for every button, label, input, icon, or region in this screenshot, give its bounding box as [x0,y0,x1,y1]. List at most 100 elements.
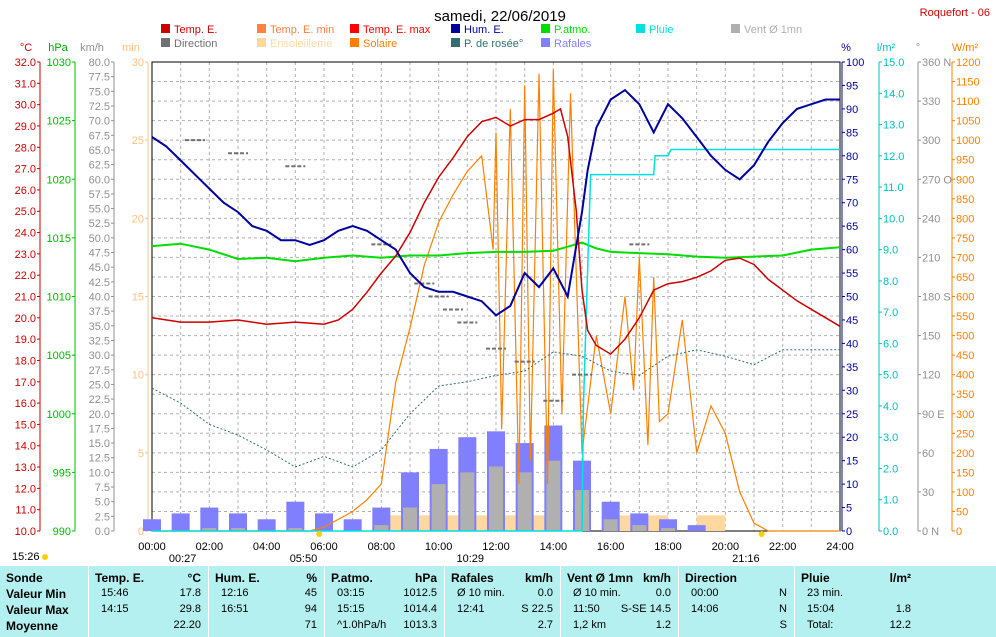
wind-axis-tick-label: 57.5 [89,189,110,201]
legend-label: Temp. E. min [270,24,334,36]
rain-axis-tick-label: 9.0 [883,245,898,257]
column-unit: % [306,571,317,585]
temp-axis-tick-label: 10.0 [15,526,36,538]
wind-axis-tick-label: 7.5 [95,482,110,494]
summary-table: Sonde Valeur Min Valeur Max Moyenne Temp. E.… [0,566,996,637]
humidity-axis-tick-label: 50 [846,292,858,304]
max-time: 11:50 [573,603,600,615]
max-value: 1.8 [895,603,911,615]
temp-axis-tick-label: 15.0 [15,419,36,431]
temp-axis-tick-label: 32.0 [15,57,36,69]
wind-bar [546,460,561,531]
sunset-time: 21:16 [732,553,760,565]
legend-label: Solaire [363,38,397,50]
wind-axis-tick-label: 30.0 [89,350,110,362]
rain-axis-tick-label: 1.0 [883,495,898,507]
wind-bar [489,466,503,531]
sunshine-axis-tick-label: 15 [132,292,144,304]
wind-bar [431,484,446,531]
temp-axis-tick-label: 31.0 [15,78,36,90]
direction-axis-tick-label: 240 [922,213,940,225]
axes: 32.0 31.0 30.0 29.0 28.0 27.0 26.0 25.0 24.0 23.0… [15,57,981,553]
wind-axis-tick-label: 70.0 [89,116,110,128]
temp-line [151,107,841,356]
max-time: 14:15 [101,603,129,615]
pressure-axis-tick-label: 995 [53,467,71,479]
rain-axis-tick-label: 11.0 [883,182,904,194]
wind-axis-tick-label: 25.0 [89,379,110,391]
column-unit: l/m² [889,571,911,585]
legend-swatch [257,24,266,33]
solar-line [152,69,840,532]
station-name: Roquefort - 06 [920,7,990,19]
humidity-axis-tick-label: 20 [846,432,858,444]
time-tick-label: 08:00 [368,541,396,553]
table-column: Vent Ø 1mn km/h Ø 10 min. 0.0 11:50 S-SE 14.5… [560,566,677,637]
direction-axis-tick-label: 60 [922,448,934,460]
time-tick-label: 04:00 [253,541,281,553]
wind-axis-tick-label: 5.0 [95,497,110,509]
column-title: Temp. E. [95,571,145,585]
rain-axis-tick-label: 15.0 [883,57,904,69]
sunrise-time: 05:50 [290,553,318,565]
temp-axis-tick-label: 19.0 [15,334,36,346]
solar-axis-tick-label: 100 [956,487,974,499]
solar-axis-tick-label: 50 [956,506,968,518]
column-title: P.atmo. [331,571,373,585]
sun-marker [758,531,765,537]
max-value: S 22.5 [521,603,553,615]
column-title: Rafales [451,571,494,585]
avg-value: 1013.3 [403,619,437,631]
legend-label: Rafales [554,38,592,50]
max-value: N [779,603,787,615]
gust-bar [343,519,362,531]
avg-value: 2.7 [537,619,553,631]
temp-axis-tick-label: 16.0 [15,398,36,410]
time-tick-label: 18:00 [654,541,682,553]
min-time: 23 min. [807,587,844,599]
temp-axis-tick-label: 12.0 [15,483,36,495]
wind-axis-tick-label: 22.5 [89,394,110,406]
legend-label: Direction [174,38,217,50]
rain-axis-tick-label: 4.0 [883,401,898,413]
solar-axis-tick-label: 200 [956,448,974,460]
temp-min-time: 15:26 [12,551,40,563]
sun-marker [42,554,48,560]
wind-axis-tick-label: 12.5 [89,453,110,465]
column-unit: hPa [414,571,437,585]
wind-axis-tick-label: 65.0 [89,145,110,157]
column-title: Direction [685,571,738,585]
wind-axis-tick-label: 80.0 [89,57,110,69]
table-column: Pluie l/m² 23 min. 15:04 1.8 Total: 12.2 [794,566,917,637]
direction-axis-tick-label: 300 [922,135,940,147]
min-value: 17.8 [179,587,201,599]
wind-axis-tick-label: 75.0 [89,86,110,98]
gust-bar [257,519,276,531]
table-column: Hum. E.% 12:16 45 16:51 94 71 [208,566,323,637]
legend-swatch [636,24,645,33]
temp-axis-tick-label: 18.0 [15,355,36,367]
direction-axis-tick-label: 120 [922,370,940,382]
humidity-axis-tick-label: 40 [846,338,858,350]
solar-axis-tick-label: 950 [956,155,974,167]
temp-axis-tick-label: 28.0 [15,142,36,154]
rain-axis-tick-label: 6.0 [883,338,898,350]
humidity-axis-tick-label: 30 [846,385,858,397]
time-tick-label: 14:00 [540,541,568,553]
rain-axis-tick-label: 2.0 [883,463,898,475]
event-time: 10:29 [457,553,485,565]
max-value: S-SE 14.5 [620,603,671,615]
temp-axis-tick-label: 23.0 [15,249,36,261]
time-tick-label: 24:00 [826,541,854,553]
unit-temp: °C [20,42,32,54]
rain-axis-tick-label: 13.0 [883,120,904,132]
temp-axis-tick-label: 14.0 [15,441,36,453]
temp-axis-tick-label: 24.0 [15,228,36,240]
solar-axis-tick-label: 550 [956,311,974,323]
event-time: 00:27 [169,553,197,565]
wind-bar [632,525,647,531]
humidity-axis-tick-label: 100 [846,57,864,69]
temp-axis-tick-label: 20.0 [15,313,36,325]
gust-bar [229,513,247,531]
wind-axis-tick-label: 47.5 [89,248,110,260]
